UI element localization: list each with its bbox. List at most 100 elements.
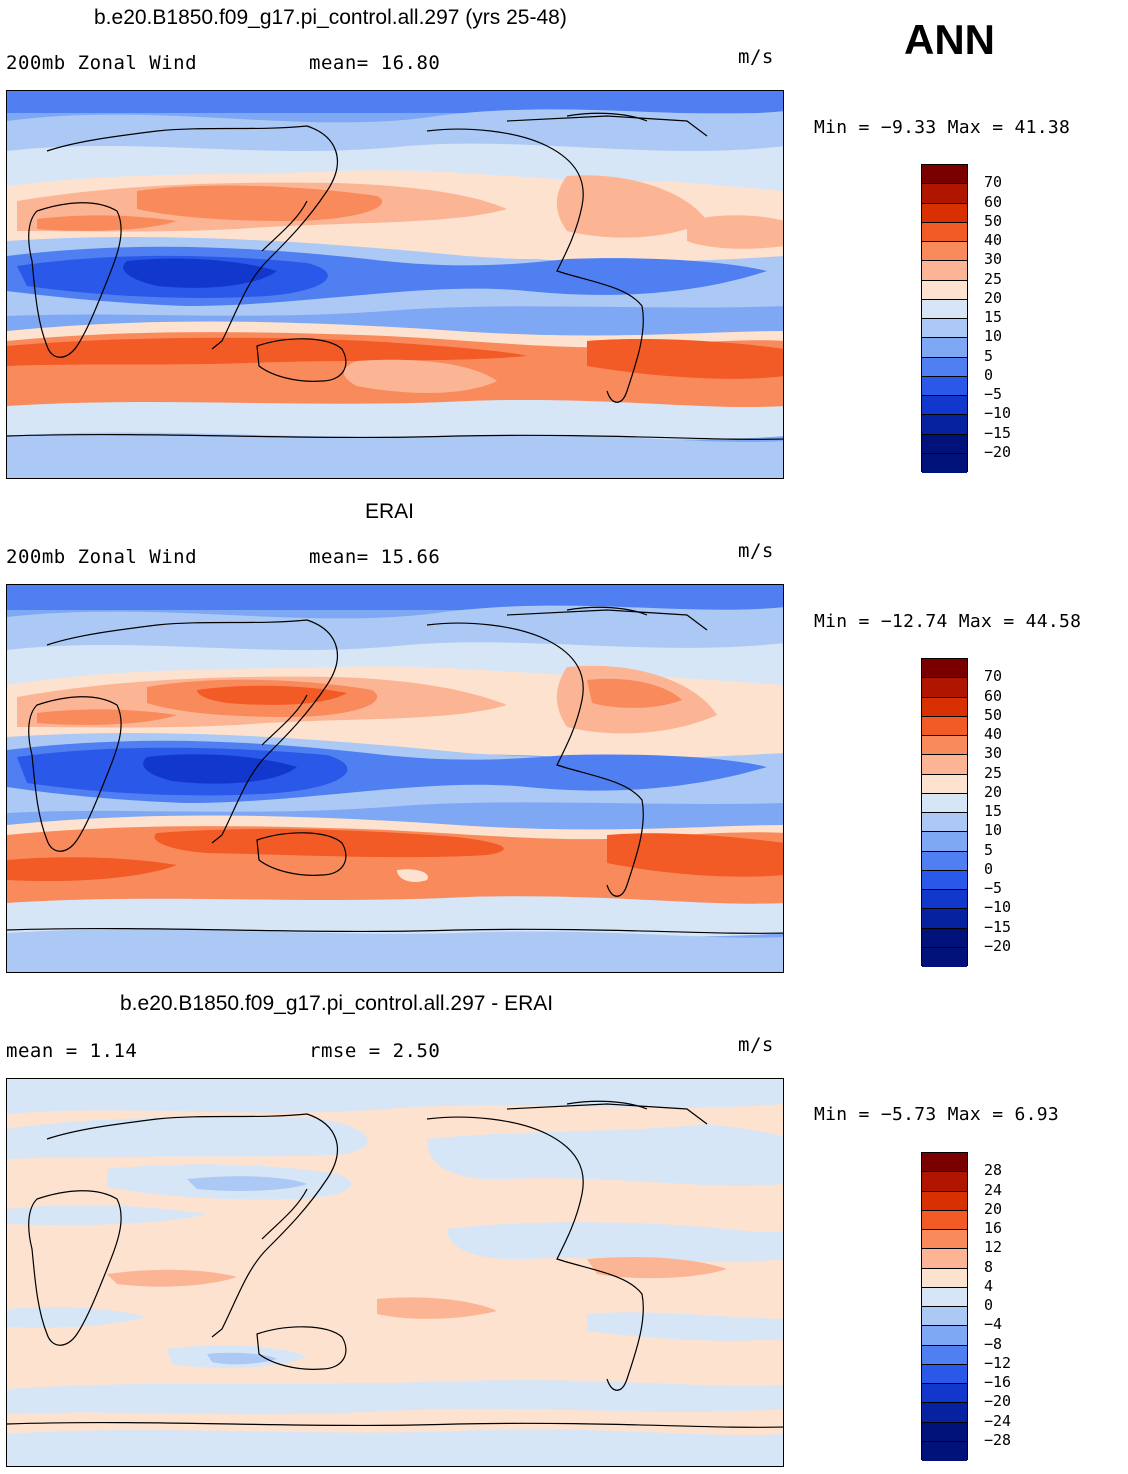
colorbar-tick-label: 15 (984, 308, 1003, 326)
panel-2-wind-contours (7, 585, 783, 972)
panel-1-variable-label: 200mb Zonal Wind (6, 52, 198, 74)
colorbar-tick-label: −10 (984, 898, 1012, 917)
panel-2-colorbar (921, 658, 968, 967)
colorbar-box (922, 434, 967, 454)
colorbar-tick-label: 12 (984, 1238, 1003, 1257)
colorbar-tick-label: −4 (984, 1315, 1003, 1334)
colorbar-box (922, 1172, 967, 1192)
colorbar-box (922, 697, 967, 717)
colorbar-box (922, 1441, 967, 1461)
panel-1-wind-contours (7, 91, 783, 478)
panel-2-units: m/s (738, 540, 774, 562)
panel-1-mean-label: mean= 16.80 (309, 52, 441, 74)
panel-3-colorbar (921, 1152, 968, 1461)
panel-3-rmse-label: rmse = 2.50 (309, 1040, 441, 1062)
colorbar-tick-label: 30 (984, 250, 1003, 269)
panel-1-map (6, 90, 784, 479)
colorbar-box (922, 716, 967, 736)
colorbar-box (922, 890, 967, 910)
colorbar-box (922, 1230, 967, 1250)
colorbar-tick-label: −10 (984, 404, 1012, 423)
panel-2-mean-label: mean= 15.66 (309, 546, 441, 568)
colorbar-tick-label: 60 (984, 192, 1003, 211)
panel-3-units: m/s (738, 1034, 774, 1056)
colorbar-box (922, 1249, 967, 1269)
colorbar-box (922, 1364, 967, 1384)
colorbar-tick-label: 20 (984, 782, 1003, 801)
colorbar-tick-label: 5 (984, 840, 994, 859)
colorbar-box (922, 1210, 967, 1230)
colorbar-tick-label: 10 (984, 327, 1003, 346)
colorbar-tick-label: 70 (984, 667, 1003, 686)
colorbar-box (922, 1345, 967, 1365)
panel-3-map (6, 1078, 784, 1467)
panel-1-colorbar (921, 164, 968, 473)
colorbar-tick-label: 60 (984, 686, 1003, 705)
colorbar-tick-label: 8 (984, 1257, 994, 1276)
colorbar-box (922, 261, 967, 281)
colorbar-box (922, 659, 967, 679)
panel-3-mean-label: mean = 1.14 (6, 1040, 138, 1062)
panel-1-title: b.e20.B1850.f09_g17.pi_control.all.297 (… (94, 6, 567, 29)
colorbar-box (922, 928, 967, 948)
colorbar-tick-label: 20 (984, 1199, 1003, 1218)
colorbar-box (922, 319, 967, 339)
colorbar-tick-label: 15 (984, 802, 1003, 820)
colorbar-tick-label: 40 (984, 725, 1003, 743)
colorbar-box (922, 1422, 967, 1442)
colorbar-tick-label: 20 (984, 288, 1003, 307)
colorbar-box (922, 870, 967, 890)
colorbar-tick-label: 50 (984, 705, 1003, 724)
colorbar-tick-label: 16 (984, 1219, 1003, 1237)
panel-2-title: ERAI (365, 500, 415, 523)
colorbar-tick-label: −5 (984, 879, 1003, 897)
colorbar-tick-label: 50 (984, 211, 1003, 230)
colorbar-tick-label: −20 (984, 936, 1012, 955)
colorbar-tick-label: −20 (984, 1392, 1012, 1411)
colorbar-tick-label: −15 (984, 423, 1012, 442)
colorbar-box (922, 909, 967, 929)
colorbar-box (922, 376, 967, 396)
colorbar-box (922, 1153, 967, 1173)
colorbar-box (922, 299, 967, 319)
colorbar-tick-label: 24 (984, 1180, 1003, 1199)
colorbar-box (922, 1307, 967, 1327)
colorbar-tick-label: −20 (984, 442, 1012, 461)
colorbar-tick-label: −8 (984, 1334, 1003, 1353)
colorbar-tick-label: −15 (984, 917, 1012, 936)
panel-2-minmax: Min = −12.74 Max = 44.58 (814, 611, 1082, 632)
colorbar-box (922, 453, 967, 473)
colorbar-tick-label: 4 (984, 1276, 994, 1295)
colorbar-tick-label: 0 (984, 859, 994, 878)
colorbar-box (922, 947, 967, 967)
colorbar-box (922, 832, 967, 852)
colorbar-tick-label: 0 (984, 1296, 994, 1314)
colorbar-tick-label: −24 (984, 1411, 1012, 1430)
colorbar-box (922, 755, 967, 775)
colorbar-box (922, 203, 967, 223)
colorbar-box (922, 678, 967, 698)
colorbar-box (922, 793, 967, 813)
colorbar-tick-label: −16 (984, 1373, 1012, 1391)
colorbar-tick-label: 25 (984, 763, 1003, 782)
colorbar-box (922, 396, 967, 416)
colorbar-tick-label: 5 (984, 346, 994, 365)
colorbar-box (922, 1191, 967, 1211)
colorbar-box (922, 1268, 967, 1288)
panel-1-minmax: Min = −9.33 Max = 41.38 (814, 117, 1071, 138)
colorbar-box (922, 813, 967, 833)
season-label: ANN (904, 16, 995, 63)
colorbar-box (922, 338, 967, 358)
colorbar-box (922, 357, 967, 377)
colorbar-tick-label: 70 (984, 173, 1003, 192)
colorbar-box (922, 1384, 967, 1404)
colorbar-tick-label: −5 (984, 385, 1003, 403)
colorbar-box (922, 165, 967, 185)
colorbar-box (922, 1287, 967, 1307)
panel-3-minmax: Min = −5.73 Max = 6.93 (814, 1104, 1060, 1125)
colorbar-tick-label: −28 (984, 1430, 1012, 1449)
colorbar-box (922, 1403, 967, 1423)
colorbar-tick-label: 10 (984, 821, 1003, 840)
colorbar-box (922, 1326, 967, 1346)
colorbar-box (922, 774, 967, 794)
